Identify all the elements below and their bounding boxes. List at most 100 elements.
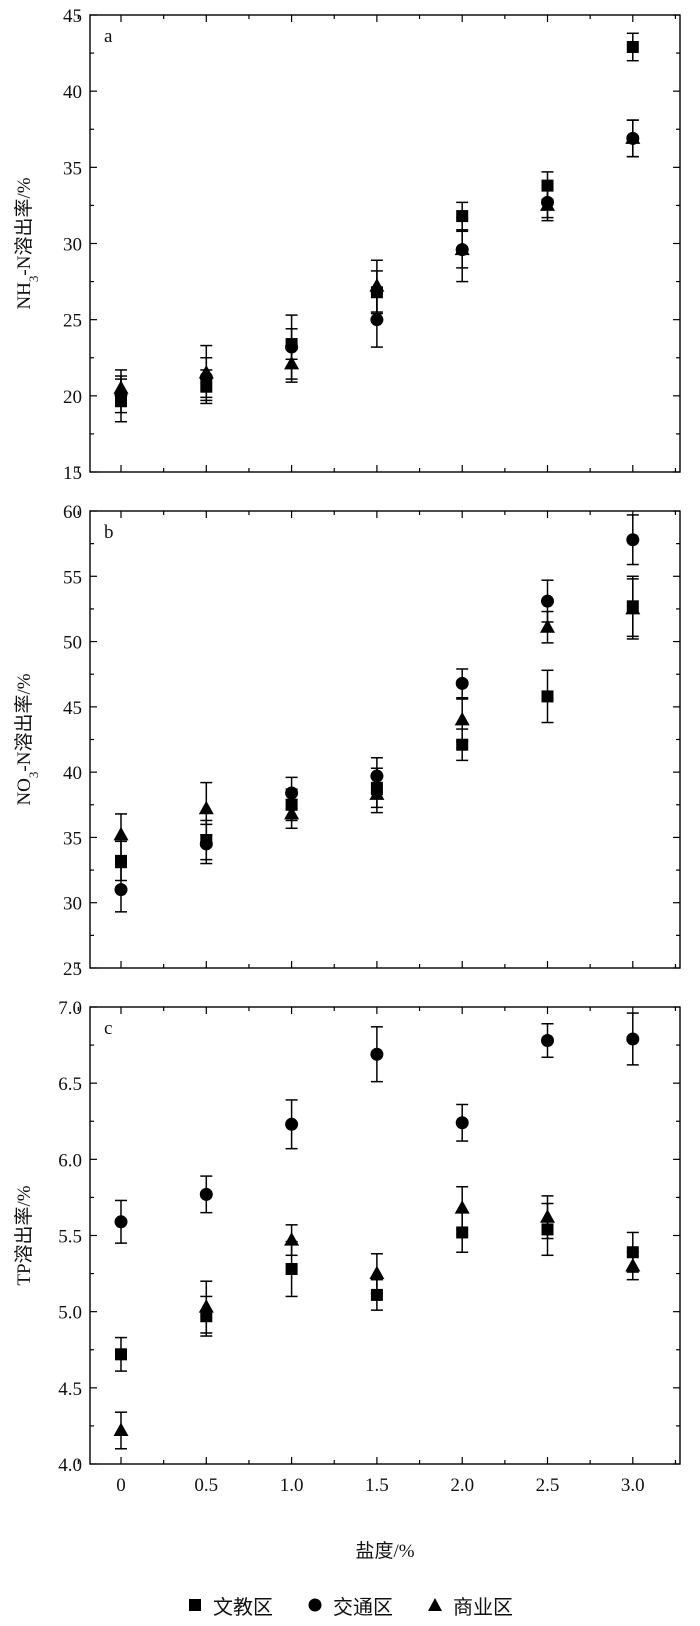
circle-point [541,1034,554,1048]
x-tick-label: 1.0 [280,1475,304,1496]
triangle-point [113,380,129,394]
triangle-point [625,600,641,615]
x-tick-label: 2.5 [536,1475,560,1496]
y-axis-label-tail: -N溶出率/% [13,177,35,275]
triangle-point [454,1200,470,1214]
legend-label: 文教区 [213,1594,273,1619]
y-axis-label-main: NO [14,778,35,805]
y-tick-label: 40 [63,763,82,784]
x-tick-label: 2.0 [450,1475,474,1496]
legend-item-jiaotong: 交通区 [307,1591,393,1620]
plot-frame [89,14,681,473]
y-axis: 15 20 25 30 35 40 45 [63,6,680,484]
circle-marker-icon [308,1598,322,1612]
triangle-point [284,805,300,820]
triangle-point [540,1209,555,1223]
legend-label: 交通区 [333,1594,393,1619]
triangle-point [198,800,214,815]
y-axis: 4.0 4.5 5.0 5.5 6.0 6.5 7.0 [58,998,680,1476]
y-tick-label: 35 [63,828,82,849]
triangle-point [284,1232,300,1246]
square-point [370,1288,383,1301]
y-tick-label: 60 [63,502,82,523]
x-tick-label: 3.0 [621,1475,645,1496]
square-point [626,40,639,53]
x-axis: 0 0.5 1.0 1.5 2.0 2.5 3.0 [77,1007,677,1496]
triangle-point [284,355,300,370]
y-axis-label-subscript: 3 [26,276,41,283]
circle-point [541,594,554,608]
triangle-point [198,1299,214,1313]
triangle-point [454,711,470,726]
circle-point [114,883,128,897]
x-axis-title: 盐度/% [355,1540,414,1562]
circle-point [370,313,384,327]
y-tick-label: 20 [63,387,82,408]
x-tick-label: 0 [116,1475,126,1496]
y-tick-label: 55 [63,567,82,588]
panel-letter: b [104,522,114,543]
y-tick-label: 30 [63,894,82,915]
triangle-point [369,786,385,800]
y-tick-label: 15 [63,463,82,484]
y-tick-label: 40 [63,82,82,103]
square-point [541,179,554,192]
circle-point [626,1032,640,1046]
circle-point [285,1117,299,1131]
x-axis [77,15,677,472]
square-point [285,1263,298,1276]
data-points [113,32,641,423]
square-point [456,210,469,223]
y-tick-label: 4.0 [58,1455,82,1476]
y-tick-label: 50 [63,633,82,654]
panel-letter: a [104,26,113,47]
triangle-point [454,241,470,256]
data-points [113,1012,641,1450]
panel-c: c TP溶出率/% 4.0 4.5 5.0 5.5 6.0 6.5 7.0 0 0.5 1.0 1… [13,998,681,1496]
triangle-point [540,619,555,633]
circle-point [370,1047,384,1061]
circle-point [199,837,213,851]
triangle-point [625,130,641,144]
square-point [541,690,554,703]
square-point [115,1348,127,1361]
y-axis-label-main: NH [14,282,35,310]
panel-letter: c [104,1018,112,1039]
circle-point [285,786,299,800]
data-points [113,514,641,913]
y-axis-label: NH3-N溶出率/% [13,177,41,309]
triangle-point [369,278,385,292]
y-tick-label: 25 [63,959,82,980]
y-axis-label-main: TP溶出率/% [13,1185,35,1285]
x-tick-label: 0.5 [194,1475,218,1496]
legend: 文教区 交通区 商业区 [0,1590,700,1620]
legend-label: 商业区 [453,1594,513,1619]
y-axis-label-tail: -N溶出率/% [13,673,35,771]
x-tick-label: 1.5 [365,1475,389,1496]
y-tick-label: 7.0 [58,998,82,1019]
circle-point [455,1116,469,1130]
circle-point [455,676,469,690]
y-tick-label: 45 [63,6,82,27]
y-tick-label: 30 [63,235,82,256]
y-tick-label: 4.5 [58,1379,82,1400]
y-axis-label: TP溶出率/% [13,1185,35,1285]
triangle-point [113,1422,129,1436]
y-axis: 25 30 35 40 45 50 55 60 [63,502,680,980]
triangle-point [198,364,214,379]
triangle-point [625,1257,641,1272]
y-tick-label: 45 [63,698,82,719]
y-tick-label: 5.0 [58,1303,82,1324]
square-point [115,854,127,867]
square-marker-icon [189,1599,201,1611]
x-axis [77,511,677,968]
y-tick-label: 5.5 [58,1227,82,1248]
triangle-point [369,1265,385,1280]
circle-point [114,1215,128,1229]
square-point [456,738,469,751]
y-axis-label: NO3-N溶出率/% [13,673,41,805]
y-tick-label: 25 [63,311,82,332]
triangle-point [540,197,555,211]
y-tick-label: 6.0 [58,1150,82,1171]
